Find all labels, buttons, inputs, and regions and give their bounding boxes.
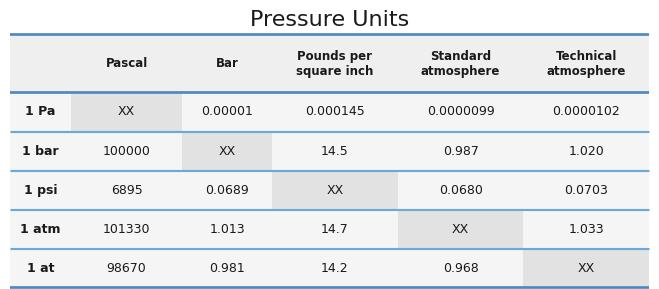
Text: Standard
atmosphere: Standard atmosphere — [421, 50, 500, 77]
Bar — [523, 210, 649, 249]
Text: 0.968: 0.968 — [443, 262, 478, 275]
Text: 101330: 101330 — [103, 223, 150, 236]
Bar — [272, 171, 398, 210]
Text: XX: XX — [118, 105, 135, 118]
Text: 1 Pa: 1 Pa — [25, 105, 55, 118]
Text: 14.5: 14.5 — [321, 144, 349, 158]
Text: 6895: 6895 — [111, 184, 142, 197]
Bar — [10, 249, 71, 288]
Bar — [398, 171, 523, 210]
Bar — [71, 35, 183, 92]
Text: 0.0000102: 0.0000102 — [552, 105, 620, 118]
Text: 0.00001: 0.00001 — [201, 105, 253, 118]
Text: XX: XX — [326, 184, 343, 197]
Bar — [523, 131, 649, 171]
Bar — [71, 249, 183, 288]
Text: 14.2: 14.2 — [321, 262, 349, 275]
Text: 14.7: 14.7 — [321, 223, 349, 236]
Text: Pressure Units: Pressure Units — [250, 10, 409, 30]
Bar — [183, 171, 272, 210]
Bar — [183, 92, 272, 131]
Bar — [272, 92, 398, 131]
Bar — [10, 131, 71, 171]
Text: 0.0703: 0.0703 — [564, 184, 608, 197]
Text: 100000: 100000 — [103, 144, 150, 158]
Bar — [272, 249, 398, 288]
Text: XX: XX — [219, 144, 236, 158]
Bar — [523, 171, 649, 210]
Bar — [10, 35, 71, 92]
Text: XX: XX — [578, 262, 595, 275]
Bar — [398, 210, 523, 249]
Text: 0.0680: 0.0680 — [439, 184, 482, 197]
Text: XX: XX — [452, 223, 469, 236]
Bar — [272, 210, 398, 249]
Bar — [398, 35, 523, 92]
Bar — [523, 249, 649, 288]
Bar — [71, 171, 183, 210]
Bar — [71, 92, 183, 131]
Text: 0.987: 0.987 — [443, 144, 478, 158]
Text: Technical
atmosphere: Technical atmosphere — [546, 50, 626, 77]
Text: 0.000145: 0.000145 — [305, 105, 365, 118]
Bar — [71, 210, 183, 249]
Text: 0.0000099: 0.0000099 — [427, 105, 494, 118]
Bar — [183, 249, 272, 288]
Bar — [398, 92, 523, 131]
Text: 98670: 98670 — [107, 262, 146, 275]
Bar — [523, 35, 649, 92]
Text: 1 bar: 1 bar — [22, 144, 59, 158]
Text: Bar: Bar — [215, 57, 239, 70]
Text: 1.033: 1.033 — [569, 223, 604, 236]
Bar — [398, 131, 523, 171]
Bar — [272, 131, 398, 171]
Bar — [523, 92, 649, 131]
Text: 1.020: 1.020 — [569, 144, 604, 158]
Bar — [398, 249, 523, 288]
Bar — [183, 35, 272, 92]
Text: Pascal: Pascal — [105, 57, 148, 70]
Text: 1 atm: 1 atm — [20, 223, 61, 236]
Bar — [272, 35, 398, 92]
Bar — [71, 131, 183, 171]
Bar — [183, 210, 272, 249]
Bar — [10, 210, 71, 249]
Text: 1 at: 1 at — [26, 262, 54, 275]
Bar — [10, 171, 71, 210]
Text: 0.981: 0.981 — [210, 262, 245, 275]
Bar — [10, 92, 71, 131]
Bar — [183, 131, 272, 171]
Text: 1 psi: 1 psi — [24, 184, 57, 197]
Text: Pounds per
square inch: Pounds per square inch — [296, 50, 374, 77]
Text: 1.013: 1.013 — [210, 223, 245, 236]
Text: 0.0689: 0.0689 — [205, 184, 249, 197]
